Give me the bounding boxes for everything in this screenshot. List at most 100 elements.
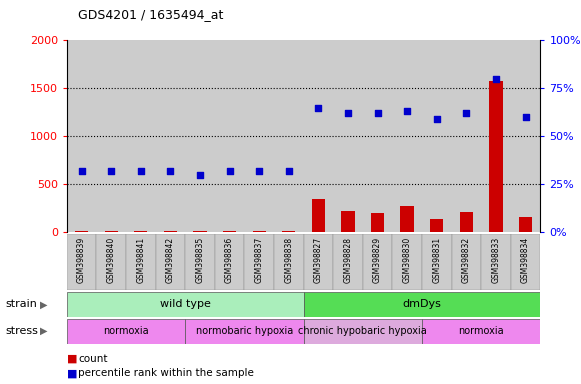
Text: normoxia: normoxia	[103, 326, 149, 336]
Bar	[185, 234, 215, 290]
Text: GSM398839: GSM398839	[77, 237, 86, 283]
Text: ■: ■	[67, 368, 77, 378]
Bar	[185, 319, 303, 344]
Bar	[185, 40, 215, 232]
Bar	[215, 234, 245, 290]
Point	[314, 104, 323, 111]
Text: GSM398831: GSM398831	[432, 237, 441, 283]
Bar	[164, 231, 177, 232]
Text: stress: stress	[6, 326, 39, 336]
Point	[77, 168, 86, 174]
Point	[225, 168, 234, 174]
Text: GSM398837: GSM398837	[254, 237, 264, 283]
Text: dmDys: dmDys	[403, 299, 442, 310]
Bar	[303, 292, 540, 317]
Bar	[312, 199, 325, 232]
Bar	[303, 234, 333, 290]
Bar	[422, 319, 540, 344]
Bar	[303, 319, 422, 344]
Text: wild type: wild type	[160, 299, 211, 310]
Text: GSM398842: GSM398842	[166, 237, 175, 283]
Text: GSM398830: GSM398830	[403, 237, 412, 283]
Bar	[105, 231, 118, 232]
Bar	[126, 40, 156, 232]
Bar	[67, 234, 96, 290]
Bar	[333, 234, 363, 290]
Text: percentile rank within the sample: percentile rank within the sample	[78, 368, 254, 378]
Text: GSM398833: GSM398833	[492, 237, 500, 283]
Bar	[223, 231, 236, 232]
Bar	[430, 219, 443, 232]
Bar	[96, 234, 126, 290]
Text: GSM398840: GSM398840	[107, 237, 116, 283]
Text: ▶: ▶	[40, 299, 47, 310]
Bar	[303, 40, 333, 232]
Bar	[481, 234, 511, 290]
Text: GSM398836: GSM398836	[225, 237, 234, 283]
Bar	[126, 234, 156, 290]
Point	[106, 168, 116, 174]
Point	[492, 76, 501, 82]
Bar	[392, 40, 422, 232]
Bar	[363, 40, 392, 232]
Text: GDS4201 / 1635494_at: GDS4201 / 1635494_at	[78, 8, 224, 21]
Bar	[511, 234, 540, 290]
Bar	[371, 213, 384, 232]
Point	[195, 172, 205, 178]
Bar	[341, 211, 354, 232]
Point	[432, 116, 442, 122]
Bar	[282, 231, 295, 232]
Text: GSM398838: GSM398838	[284, 237, 293, 283]
Bar	[156, 234, 185, 290]
Text: normoxia: normoxia	[458, 326, 504, 336]
Bar	[193, 231, 207, 232]
Bar	[511, 40, 540, 232]
Bar	[96, 40, 126, 232]
Bar	[481, 40, 511, 232]
Bar	[67, 319, 185, 344]
Point	[284, 168, 293, 174]
Bar	[156, 40, 185, 232]
Point	[166, 168, 175, 174]
Bar	[274, 234, 303, 290]
Bar	[245, 234, 274, 290]
Bar	[215, 40, 245, 232]
Text: normobaric hypoxia: normobaric hypoxia	[196, 326, 293, 336]
Bar	[245, 40, 274, 232]
Text: GSM398832: GSM398832	[462, 237, 471, 283]
Bar	[422, 40, 451, 232]
Text: GSM398835: GSM398835	[195, 237, 205, 283]
Bar	[400, 207, 414, 232]
Text: GSM398829: GSM398829	[373, 237, 382, 283]
Bar	[451, 40, 481, 232]
Point	[254, 168, 264, 174]
Bar	[451, 234, 481, 290]
Text: count: count	[78, 354, 108, 364]
Bar	[489, 81, 503, 232]
Text: GSM398827: GSM398827	[314, 237, 323, 283]
Point	[136, 168, 145, 174]
Text: GSM398828: GSM398828	[343, 237, 353, 283]
Bar	[460, 212, 473, 232]
Bar	[333, 40, 363, 232]
Point	[343, 110, 353, 116]
Bar	[67, 292, 303, 317]
Point	[403, 108, 412, 114]
Text: ■: ■	[67, 354, 77, 364]
Text: GSM398834: GSM398834	[521, 237, 530, 283]
Bar	[519, 217, 532, 232]
Text: strain: strain	[6, 299, 38, 310]
Text: GSM398841: GSM398841	[137, 237, 145, 283]
Bar	[274, 40, 303, 232]
Point	[373, 110, 382, 116]
Bar	[253, 231, 266, 232]
Bar	[67, 40, 96, 232]
Text: ▶: ▶	[40, 326, 47, 336]
Point	[521, 114, 530, 120]
Bar	[422, 234, 451, 290]
Bar	[134, 230, 148, 232]
Bar	[75, 231, 88, 232]
Bar	[392, 234, 422, 290]
Bar	[363, 234, 392, 290]
Point	[462, 110, 471, 116]
